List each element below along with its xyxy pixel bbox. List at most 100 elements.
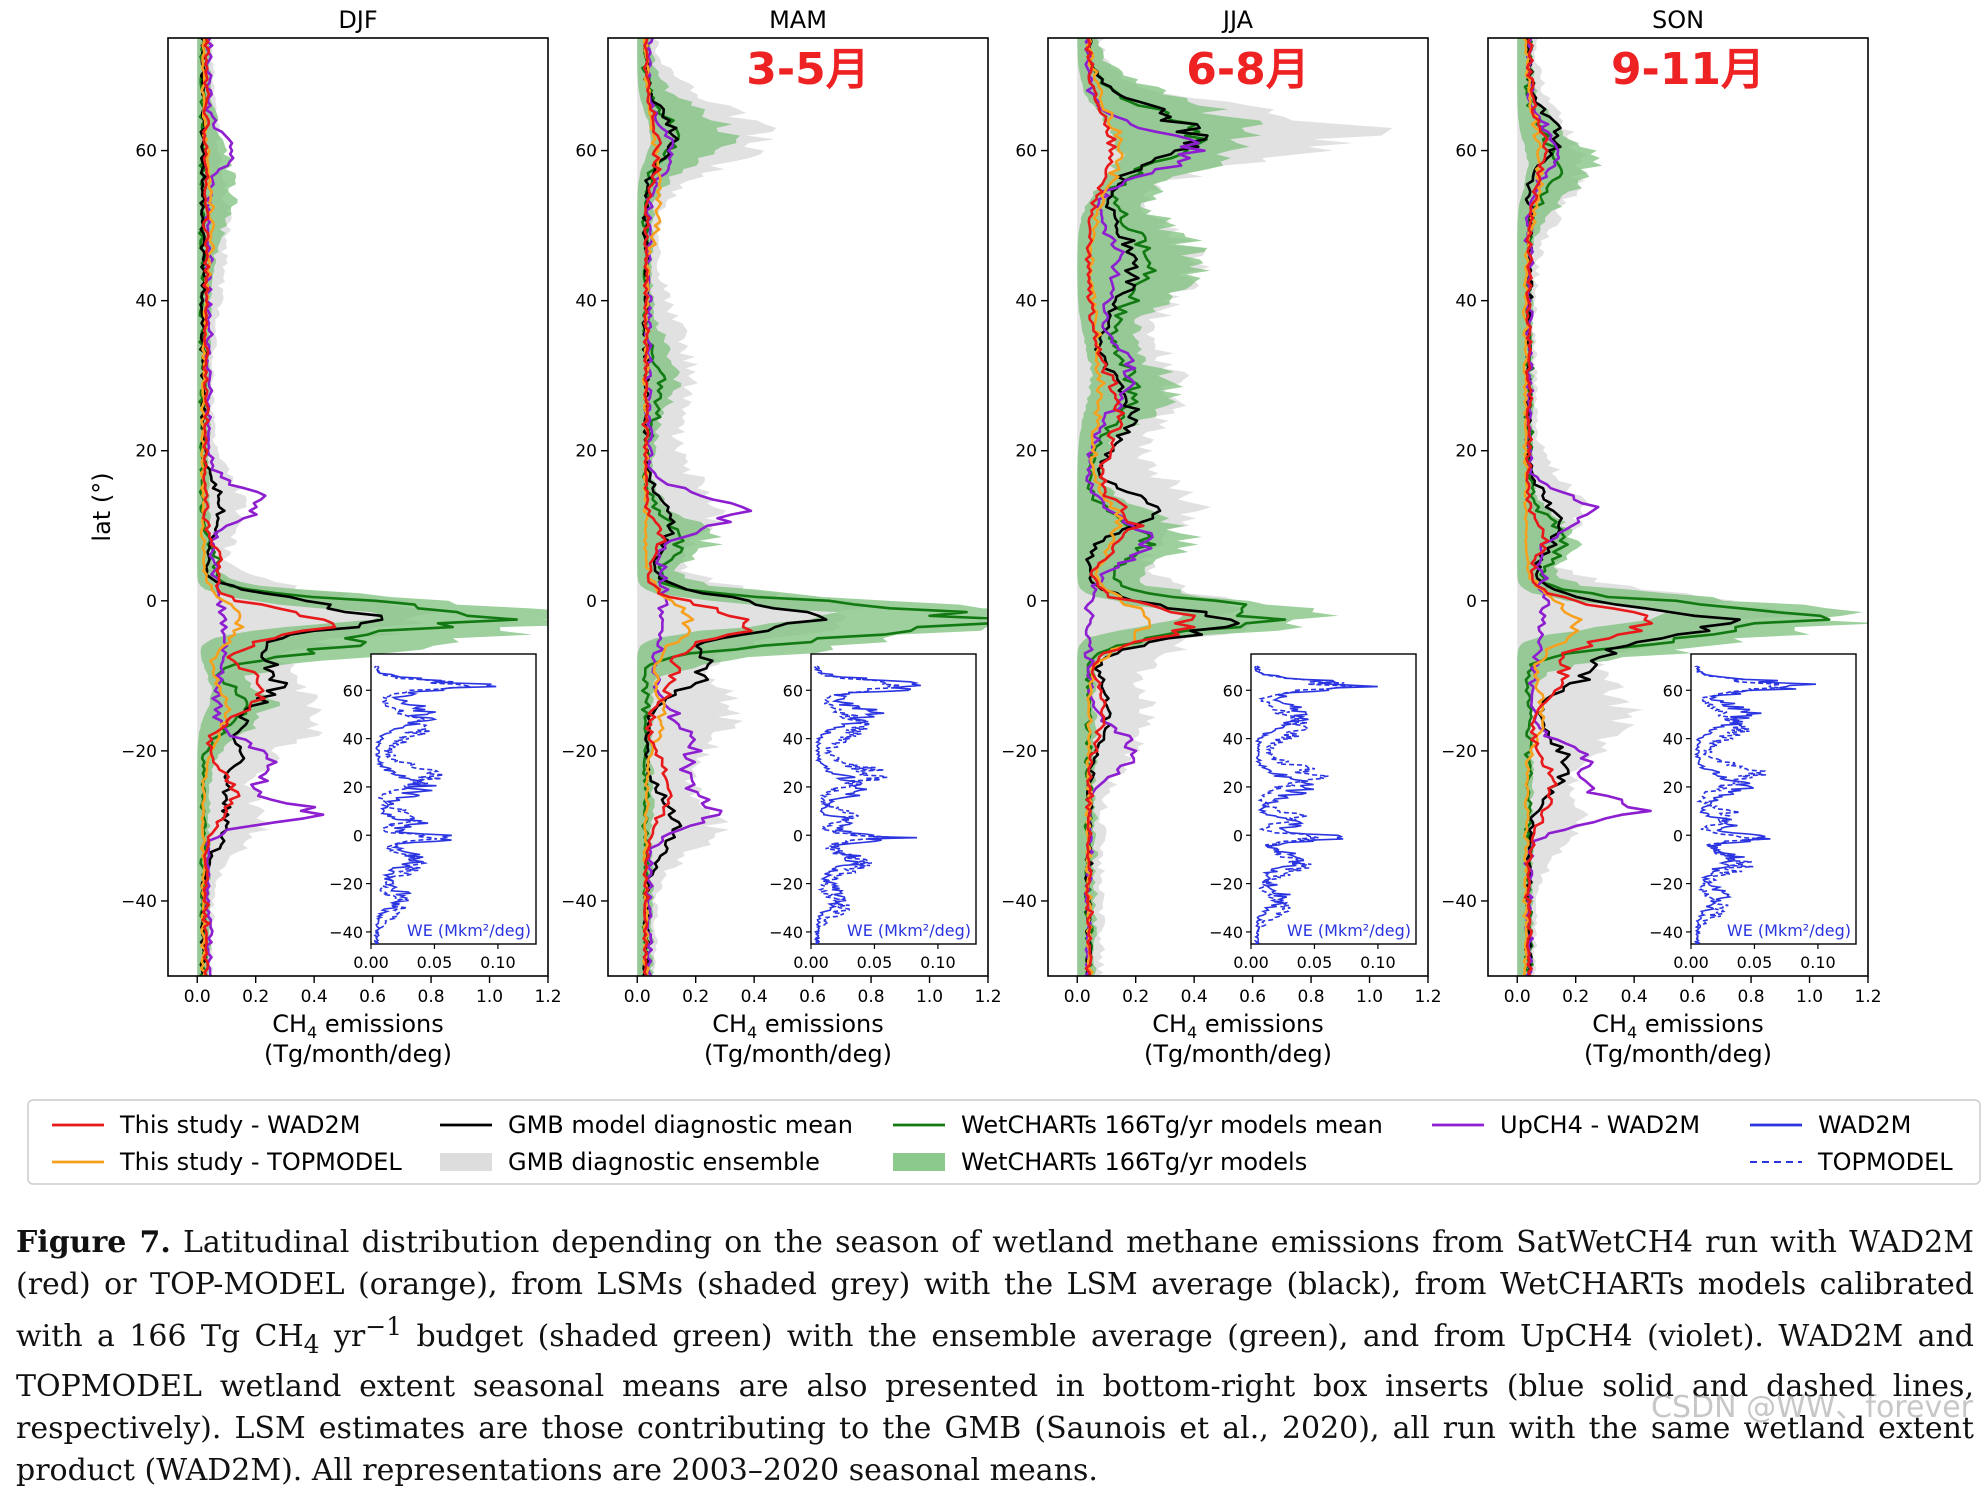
- x-tick-label: 0.2: [1562, 987, 1589, 1007]
- legend-label: TOPMODEL: [1817, 1148, 1953, 1176]
- wad2m-line: [201, 38, 337, 976]
- inset-x-tick-label: 0.10: [480, 953, 516, 972]
- wetcharts-band: [1077, 38, 1339, 976]
- legend-label: This study - WAD2M: [119, 1111, 360, 1139]
- x-axis-units: (Tg/month/deg): [264, 1040, 452, 1068]
- y-tick-label: 0: [586, 592, 597, 612]
- inset-y-tick-label: 40: [1223, 730, 1243, 749]
- legend-item: This study - TOPMODEL: [52, 1148, 402, 1176]
- y-tick-label: 60: [1015, 142, 1037, 162]
- x-axis-label: CH4 emissions: [272, 1010, 444, 1042]
- inset-plot: [373, 665, 497, 944]
- gmb-ensemble-band: [637, 38, 869, 976]
- panel-frame: [607, 37, 989, 977]
- legend-item: WAD2M: [1750, 1111, 1911, 1139]
- wetcharts-band: [637, 38, 988, 976]
- x-tick-label: 0.6: [359, 987, 386, 1007]
- inset-x-tick-label: 0.00: [793, 953, 829, 972]
- topmodel-line: [199, 38, 245, 976]
- inset-plot: [1253, 665, 1378, 944]
- plot-area: [197, 38, 548, 976]
- x-tick-label: 0.2: [242, 987, 269, 1007]
- inset-y-tick-label: 20: [1223, 778, 1243, 797]
- panel-frame: [167, 37, 549, 977]
- legend-swatch: [893, 1153, 945, 1171]
- inset-y-tick-label: 40: [343, 730, 363, 749]
- wad2m-line: [641, 38, 753, 976]
- x-tick-label: 1.2: [534, 987, 561, 1007]
- topmodel-line: [1521, 38, 1583, 976]
- x-tick-label: 0.8: [418, 987, 445, 1007]
- panel-annotation: 9-11月: [1611, 44, 1765, 95]
- gmb-ensemble-band: [1517, 38, 1799, 976]
- inset-x-label: WE (Mkm²/deg): [1727, 921, 1851, 940]
- panel-djf: DJF −40 −20 0 20 40 60 0.0 0.2 0.4 0.6 0.8 1.0 1.2 CH4…: [121, 6, 561, 1068]
- inset-y-tick-label: 0: [1673, 826, 1683, 845]
- plot-area: [637, 38, 988, 976]
- we-inset: −40 −20 0 20 40 60 0.00 0.05 0.10 WE (Mkm²/deg): [769, 653, 977, 972]
- panel-son: SON 9-11月 −40 −20 0 20 40 60 0.0 0.2 0.4 0.6 0.8 1.0 1…: [1441, 6, 1881, 1068]
- inset-x-label: WE (Mkm²/deg): [1287, 921, 1411, 940]
- inset-x-label: WE (Mkm²/deg): [847, 921, 971, 940]
- inset-y-tick-label: −20: [1209, 875, 1243, 894]
- wad2m-line: [1084, 38, 1196, 976]
- x-axis-label: CH4 emissions: [712, 1010, 884, 1042]
- inset-x-tick-label: 0.05: [1297, 953, 1333, 972]
- inset-x-tick-label: 0.10: [1800, 953, 1836, 972]
- caption-sup: −1: [365, 1312, 403, 1341]
- inset-y-tick-label: −20: [769, 875, 803, 894]
- y-tick-label: 40: [135, 292, 157, 312]
- panel-title: MAM: [769, 6, 827, 34]
- y-tick-label: −20: [1441, 742, 1477, 762]
- legend-item: WetCHARTs 166Tg/yr models: [893, 1148, 1307, 1176]
- y-tick-label: −40: [561, 892, 597, 912]
- x-tick-label: 1.0: [916, 987, 943, 1007]
- inset-y-tick-label: −40: [769, 923, 803, 942]
- we-inset: −40 −20 0 20 40 60 0.00 0.05 0.10 WE (Mkm²/deg): [329, 653, 537, 972]
- plot-area: [1517, 38, 1868, 976]
- y-tick-label: 60: [1455, 142, 1477, 162]
- inset-y-tick-label: 20: [343, 778, 363, 797]
- panel-title: JJA: [1221, 6, 1254, 34]
- inset-y-tick-label: 60: [1223, 681, 1243, 700]
- we-wad2m-line: [374, 665, 497, 944]
- legend: This study - WAD2M This study - TOPMODEL G…: [27, 1099, 1981, 1185]
- y-tick-label: 0: [146, 592, 157, 612]
- y-tick-label: −20: [1001, 742, 1037, 762]
- panel-frame: [1047, 37, 1429, 977]
- x-tick-label: 0.8: [858, 987, 885, 1007]
- inset-y-tick-label: 60: [343, 681, 363, 700]
- inset-x-tick-label: 0.05: [857, 953, 893, 972]
- figure-caption: Figure 7. Latitudinal distribution depen…: [16, 1222, 1974, 1492]
- y-tick-label: 20: [575, 442, 597, 462]
- legend-swatch: [440, 1153, 492, 1171]
- inset-y-tick-label: −40: [329, 923, 363, 942]
- gmb-mean-line: [1524, 38, 1741, 976]
- x-axis-units: (Tg/month/deg): [1584, 1040, 1772, 1068]
- inset-x-tick-label: 0.05: [1737, 953, 1773, 972]
- we-inset: −40 −20 0 20 40 60 0.00 0.05 0.10 WE (Mkm²/deg): [1649, 653, 1857, 972]
- y-tick-label: −20: [121, 742, 157, 762]
- y-tick-label: 20: [1015, 442, 1037, 462]
- inset-y-tick-label: −40: [1649, 923, 1683, 942]
- gmb-ensemble-band: [197, 38, 439, 976]
- inset-y-tick-label: 0: [1233, 826, 1243, 845]
- legend-label: UpCH4 - WAD2M: [1500, 1111, 1700, 1139]
- y-tick-label: −40: [1441, 892, 1477, 912]
- inset-x-tick-label: 0.10: [1360, 953, 1396, 972]
- x-tick-label: 1.2: [1414, 987, 1441, 1007]
- we-wad2m-line: [1253, 665, 1378, 944]
- x-tick-label: 1.0: [1796, 987, 1823, 1007]
- inset-y-tick-label: 0: [353, 826, 363, 845]
- x-tick-label: 0.4: [301, 987, 328, 1007]
- legend-label: GMB diagnostic ensemble: [508, 1148, 820, 1176]
- legend-label: WetCHARTs 166Tg/yr models: [961, 1148, 1307, 1176]
- x-axis-units: (Tg/month/deg): [704, 1040, 892, 1068]
- x-tick-label: 0.8: [1738, 987, 1765, 1007]
- wad2m-line: [1523, 38, 1654, 976]
- y-axis-label: lat (°): [88, 472, 116, 541]
- legend-item: GMB model diagnostic mean: [440, 1111, 853, 1139]
- x-tick-label: 0.6: [799, 987, 826, 1007]
- we-topmodel-line: [1693, 665, 1781, 944]
- x-axis-label: CH4 emissions: [1152, 1010, 1324, 1042]
